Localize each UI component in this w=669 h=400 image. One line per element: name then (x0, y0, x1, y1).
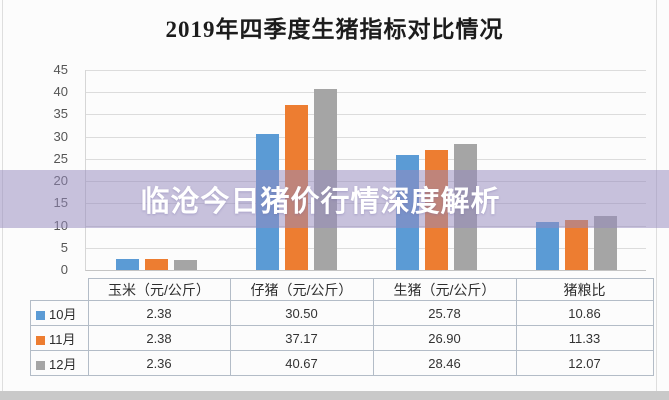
legend-month-cell: 12月 (30, 350, 89, 376)
legend-month-cell: 10月 (30, 300, 89, 326)
y-tick-label: 35 (53, 106, 68, 122)
bar (593, 216, 617, 270)
value-cell: 26.90 (372, 325, 517, 351)
gridline (86, 158, 646, 160)
value-cell: 12.07 (515, 350, 654, 376)
value-cell: 30.50 (229, 300, 374, 326)
bar (144, 259, 168, 270)
legend-swatch (36, 360, 45, 370)
y-tick-label: 45 (53, 62, 68, 77)
table-header-cell: 仔猪（元/公斤） (229, 278, 374, 301)
bottom-strip (0, 391, 669, 400)
table-corner-cell (31, 279, 89, 301)
chart-title: 2019年四季度生猪指标对比情况 (165, 17, 504, 42)
gridline (86, 70, 646, 71)
value-cell: 28.46 (372, 350, 517, 376)
value-cell: 40.67 (229, 350, 374, 376)
bar (173, 259, 197, 270)
table-row: 10月 2.38 30.50 25.78 10.86 (30, 300, 654, 326)
overlay-text: 临沧今日猪价行情深度解析 (140, 186, 501, 218)
bar (115, 259, 139, 270)
table-header-cell: 生猪（元/公斤） (372, 278, 517, 301)
gridline (86, 114, 646, 116)
value-cell: 10.86 (515, 300, 654, 326)
legend-swatch (36, 335, 45, 345)
y-tick-label: 5 (60, 239, 68, 255)
table-header-row: 玉米（元/公斤） 仔猪（元/公斤） 生猪（元/公斤） 猪粮比 (31, 278, 654, 301)
table-body: 10月 2.38 30.50 25.78 10.86 11月 2.38 37.17 26.90 1… (30, 300, 654, 376)
value-cell: 2.38 (87, 325, 231, 351)
value-cell: 37.17 (229, 325, 374, 351)
bar (564, 219, 588, 270)
gridline (86, 247, 646, 249)
value-cell: 25.78 (372, 300, 517, 326)
overlay-banner: 临沧今日猪价行情深度解析 (0, 170, 669, 228)
value-cell: 2.38 (87, 300, 231, 326)
bar (535, 221, 559, 270)
y-tick-label: 25 (53, 150, 68, 166)
y-tick-label: 30 (53, 128, 68, 144)
value-cell: 2.36 (87, 350, 231, 376)
value-cell: 11.33 (515, 325, 654, 351)
gridline (86, 136, 646, 138)
legend-month-cell: 11月 (30, 325, 89, 351)
table-header-cell: 猪粮比 (515, 278, 654, 301)
bar-group (86, 70, 226, 270)
y-tick-label: 0 (60, 262, 68, 277)
table-row: 12月 2.36 40.67 28.46 12.07 (30, 350, 654, 376)
table-header-cell: 玉米（元/公斤） (87, 278, 231, 301)
bar-group (506, 70, 646, 270)
y-tick-label: 40 (53, 84, 68, 100)
legend-swatch (36, 310, 45, 320)
gridline (86, 92, 646, 94)
data-table: 玉米（元/公斤） 仔猪（元/公斤） 生猪（元/公斤） 猪粮比 10月 2.38 30.50… (30, 278, 654, 376)
table-row: 11月 2.38 37.17 26.90 11.33 (30, 325, 654, 351)
